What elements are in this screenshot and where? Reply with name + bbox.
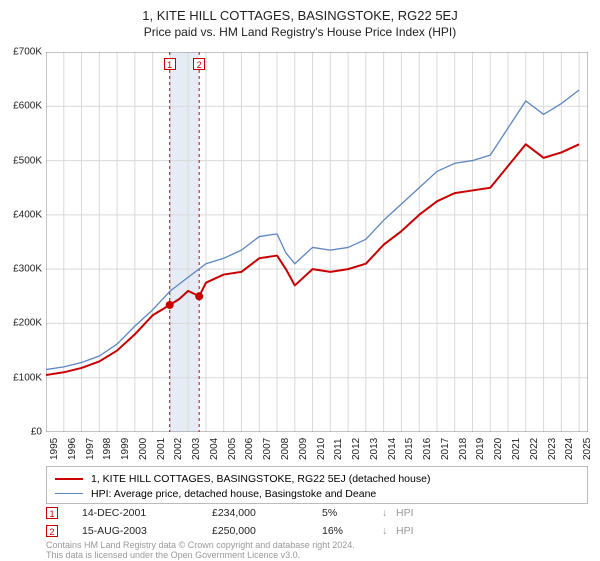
table-row: 2 15-AUG-2003 £250,000 16% ↓ HPI (46, 522, 588, 540)
x-axis-label: 2024 (564, 438, 575, 460)
down-arrow-icon: ↓ (382, 507, 396, 519)
attribution-line: Contains HM Land Registry data © Crown c… (46, 540, 355, 550)
x-axis-label: 2023 (547, 438, 558, 460)
x-axis-label: 2007 (262, 438, 273, 460)
y-axis-label: £700K (13, 47, 42, 58)
x-axis-label: 2001 (156, 438, 167, 460)
down-arrow-icon: ↓ (382, 525, 396, 537)
y-axis-label: £300K (13, 264, 42, 275)
x-axis-label: 2008 (280, 438, 291, 460)
sale-pct: 5% (322, 507, 382, 519)
x-axis-label: 2005 (227, 438, 238, 460)
chart-container: 1, KITE HILL COTTAGES, BASINGSTOKE, RG22… (0, 0, 600, 560)
y-axis-label: £500K (13, 155, 42, 166)
y-axis-label: £100K (13, 372, 42, 383)
x-axis-label: 2000 (138, 438, 149, 460)
x-axis-label: 1995 (49, 438, 60, 460)
y-axis-label: £400K (13, 209, 42, 220)
x-axis-label: 2014 (387, 438, 398, 460)
chart-plot-area (46, 52, 588, 432)
x-axis-label: 2013 (369, 438, 380, 460)
y-axis-label: £600K (13, 101, 42, 112)
x-axis-label: 2015 (404, 438, 415, 460)
legend-swatch (55, 493, 83, 494)
sales-table: 1 14-DEC-2001 £234,000 5% ↓ HPI 2 15-AUG… (46, 504, 588, 540)
sale-price: £234,000 (212, 507, 322, 519)
y-axis-label: £200K (13, 318, 42, 329)
x-axis-label: 2002 (173, 438, 184, 460)
x-axis-label: 1997 (85, 438, 96, 460)
x-axis-label: 2012 (351, 438, 362, 460)
x-axis-label: 2025 (582, 438, 593, 460)
sale-tag: HPI (396, 525, 414, 537)
sale-marker: 1 (46, 507, 58, 519)
x-axis-label: 2020 (493, 438, 504, 460)
sale-pct: 16% (322, 525, 382, 537)
legend-label: HPI: Average price, detached house, Basi… (91, 488, 376, 500)
legend-item: 1, KITE HILL COTTAGES, BASINGSTOKE, RG22… (55, 471, 579, 486)
chart-subtitle: Price paid vs. HM Land Registry's House … (0, 23, 600, 43)
chart-marker-badge: 1 (164, 58, 176, 70)
attribution: Contains HM Land Registry data © Crown c… (46, 540, 355, 561)
sale-date: 14-DEC-2001 (82, 507, 212, 519)
legend: 1, KITE HILL COTTAGES, BASINGSTOKE, RG22… (46, 466, 588, 504)
sale-marker: 2 (46, 525, 58, 537)
sale-date: 15-AUG-2003 (82, 525, 212, 537)
x-axis-label: 2009 (298, 438, 309, 460)
legend-item: HPI: Average price, detached house, Basi… (55, 486, 579, 501)
y-axis-label: £0 (31, 427, 42, 438)
x-axis-label: 1996 (67, 438, 78, 460)
x-axis-label: 2019 (475, 438, 486, 460)
legend-label: 1, KITE HILL COTTAGES, BASINGSTOKE, RG22… (91, 473, 430, 485)
table-row: 1 14-DEC-2001 £234,000 5% ↓ HPI (46, 504, 588, 522)
x-axis-label: 2017 (440, 438, 451, 460)
sale-price: £250,000 (212, 525, 322, 537)
x-axis-label: 2011 (333, 438, 344, 460)
attribution-line: This data is licensed under the Open Gov… (46, 550, 355, 560)
x-axis-label: 2018 (458, 438, 469, 460)
x-axis-label: 1998 (102, 438, 113, 460)
x-axis-label: 2006 (244, 438, 255, 460)
x-axis-label: 2010 (316, 438, 327, 460)
chart-title: 1, KITE HILL COTTAGES, BASINGSTOKE, RG22… (0, 0, 600, 23)
x-axis-label: 2022 (529, 438, 540, 460)
legend-swatch (55, 478, 83, 480)
sale-tag: HPI (396, 507, 414, 519)
x-axis-label: 2016 (422, 438, 433, 460)
x-axis-label: 2004 (209, 438, 220, 460)
chart-svg (46, 52, 588, 432)
x-axis-label: 2003 (191, 438, 202, 460)
x-axis-label: 2021 (511, 438, 522, 460)
chart-marker-badge: 2 (193, 58, 205, 70)
x-axis-label: 1999 (120, 438, 131, 460)
